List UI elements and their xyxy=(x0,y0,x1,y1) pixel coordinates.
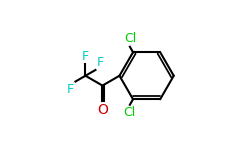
Text: F: F xyxy=(97,56,104,69)
Text: O: O xyxy=(97,103,108,117)
Text: Cl: Cl xyxy=(124,32,136,45)
Text: F: F xyxy=(82,50,89,63)
Text: F: F xyxy=(67,83,74,96)
Text: Cl: Cl xyxy=(124,106,136,120)
